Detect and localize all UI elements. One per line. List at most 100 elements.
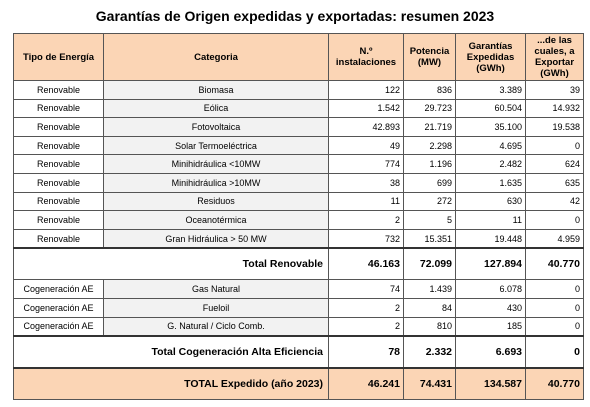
- value-cell: 810: [403, 316, 456, 337]
- value-cell: 0: [525, 135, 584, 156]
- total-value: 134.587: [455, 367, 526, 401]
- total-value: 72.099: [403, 247, 456, 281]
- value-cell: 1.439: [403, 279, 456, 299]
- energy-type: Renovable: [13, 172, 104, 193]
- column-header: Garantías Expedidas (GWh): [455, 33, 526, 81]
- total-value: 46.163: [328, 247, 404, 281]
- table-row: Renovable Minihidráulica <10MW 774 1.196 2.4…: [13, 154, 584, 174]
- value-cell: 774: [328, 154, 404, 174]
- total-value: 127.894: [455, 247, 526, 281]
- total-value: 6.693: [455, 335, 526, 369]
- value-cell: 185: [455, 316, 526, 337]
- energy-type: Renovable: [13, 98, 104, 119]
- table-row: Renovable Biomasa 122 836 3.389 39: [13, 80, 584, 100]
- value-cell: 699: [403, 172, 456, 193]
- table-row: Total Renovable 46.163 72.099 127.894 40.770: [13, 247, 584, 281]
- value-cell: 42: [525, 191, 584, 212]
- value-cell: 14.932: [525, 98, 584, 119]
- table-row: Renovable Gran Hidráulica > 50 MW 732 15.35…: [13, 228, 584, 249]
- value-cell: 21.719: [403, 117, 456, 137]
- value-cell: 836: [403, 80, 456, 100]
- table-row: Renovable Eólica 1.542 29.723 60.504 14.932: [13, 98, 584, 119]
- value-cell: 1.635: [455, 172, 526, 193]
- table-row: Total Cogeneración Alta Eficiencia 78 2.33…: [13, 335, 584, 369]
- energy-type: Cogeneración AE: [13, 297, 104, 318]
- value-cell: 0: [525, 279, 584, 299]
- value-cell: 5: [403, 210, 456, 230]
- value-cell: 84: [403, 297, 456, 318]
- value-cell: 19.538: [525, 117, 584, 137]
- category: Fotovoltaica: [103, 117, 329, 137]
- total-value: 2.332: [403, 335, 456, 369]
- category: Gran Hidráulica > 50 MW: [103, 228, 329, 249]
- category: Solar Termoeléctrica: [103, 135, 329, 156]
- value-cell: 2: [328, 297, 404, 318]
- value-cell: 39: [525, 80, 584, 100]
- value-cell: 11: [328, 191, 404, 212]
- value-cell: 732: [328, 228, 404, 249]
- energy-type: Renovable: [13, 117, 104, 137]
- value-cell: 0: [525, 297, 584, 318]
- value-cell: 430: [455, 297, 526, 318]
- column-header: Categoria: [103, 33, 329, 81]
- value-cell: 4.959: [525, 228, 584, 249]
- value-cell: 635: [525, 172, 584, 193]
- table-row: Renovable Residuos 11 272 630 42: [13, 191, 584, 212]
- value-cell: 2.298: [403, 135, 456, 156]
- table-row: Renovable Oceanotérmica 2 5 11 0: [13, 210, 584, 230]
- value-cell: 4.695: [455, 135, 526, 156]
- category: Gas Natural: [103, 279, 329, 299]
- energy-type: Renovable: [13, 135, 104, 156]
- value-cell: 74: [328, 279, 404, 299]
- total-value: 74.431: [403, 367, 456, 401]
- energy-type: Cogeneración AE: [13, 316, 104, 337]
- title: Garantías de Origen expedidas y exportad…: [95, 8, 495, 24]
- column-header: Potencia (MW): [403, 33, 456, 81]
- total-value: 40.770: [525, 247, 584, 281]
- table-row: Cogeneración AE G. Natural / Ciclo Comb. 2…: [13, 316, 584, 337]
- energy-type: Renovable: [13, 210, 104, 230]
- value-cell: 2.482: [455, 154, 526, 174]
- value-cell: 15.351: [403, 228, 456, 249]
- value-cell: 272: [403, 191, 456, 212]
- total-value: 78: [328, 335, 404, 369]
- total-label: Total Cogeneración Alta Eficiencia: [13, 335, 329, 369]
- value-cell: 3.389: [455, 80, 526, 100]
- summary-table: Tipo de Energía Categoria N.º instalacione…: [13, 33, 584, 401]
- table-row: Cogeneración AE Fueloil 2 84 430 0: [13, 297, 584, 318]
- energy-type: Renovable: [13, 80, 104, 100]
- table-body: Renovable Biomasa 122 836 3.389 39 Renovable Eó…: [13, 80, 584, 401]
- table-row: Renovable Minihidráulica >10MW 38 699 1.635 6…: [13, 172, 584, 193]
- table-row: Renovable Solar Termoeléctrica 49 2.298 4.69…: [13, 135, 584, 156]
- value-cell: 122: [328, 80, 404, 100]
- value-cell: 38: [328, 172, 404, 193]
- total-value: 0: [525, 335, 584, 369]
- category: Residuos: [103, 191, 329, 212]
- category: Biomasa: [103, 80, 329, 100]
- table-row: Renovable Fotovoltaica 42.893 21.719 35.100 1…: [13, 117, 584, 137]
- total-label: TOTAL Expedido (año 2023): [13, 367, 329, 401]
- energy-type: Cogeneración AE: [13, 279, 104, 299]
- value-cell: 624: [525, 154, 584, 174]
- value-cell: 42.893: [328, 117, 404, 137]
- category: G. Natural / Ciclo Comb.: [103, 316, 329, 337]
- value-cell: 1.196: [403, 154, 456, 174]
- category: Eólica: [103, 98, 329, 119]
- column-header: Tipo de Energía: [13, 33, 104, 81]
- value-cell: 630: [455, 191, 526, 212]
- energy-type: Renovable: [13, 154, 104, 174]
- category: Minihidráulica >10MW: [103, 172, 329, 193]
- category: Minihidráulica <10MW: [103, 154, 329, 174]
- value-cell: 35.100: [455, 117, 526, 137]
- table-row: TOTAL Expedido (año 2023) 46.241 74.431 134…: [13, 367, 584, 401]
- value-cell: 6.078: [455, 279, 526, 299]
- value-cell: 29.723: [403, 98, 456, 119]
- value-cell: 2: [328, 210, 404, 230]
- value-cell: 1.542: [328, 98, 404, 119]
- category: Oceanotérmica: [103, 210, 329, 230]
- category: Fueloil: [103, 297, 329, 318]
- column-header: N.º instalaciones: [328, 33, 404, 81]
- energy-type: Renovable: [13, 228, 104, 249]
- value-cell: 0: [525, 210, 584, 230]
